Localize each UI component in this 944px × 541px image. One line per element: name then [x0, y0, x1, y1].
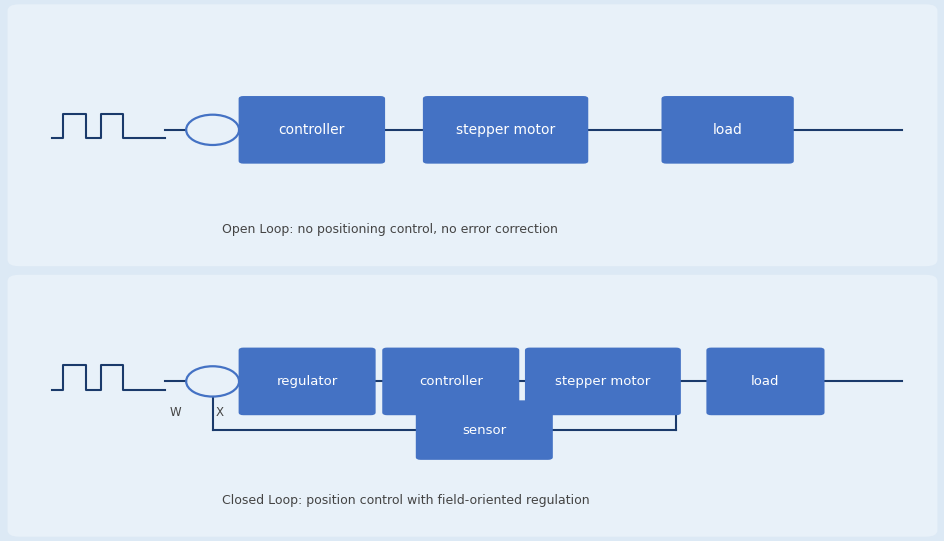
FancyBboxPatch shape: [238, 348, 376, 415]
Text: controller: controller: [418, 375, 482, 388]
Text: load: load: [750, 375, 779, 388]
Text: sensor: sensor: [462, 424, 506, 437]
Text: Open Loop: no positioning control, no error correction: Open Loop: no positioning control, no er…: [222, 223, 557, 236]
FancyBboxPatch shape: [8, 4, 936, 266]
Text: regulator: regulator: [277, 375, 337, 388]
Text: stepper motor: stepper motor: [455, 123, 555, 137]
Text: stepper motor: stepper motor: [555, 375, 649, 388]
Text: Closed Loop: position control with field-oriented regulation: Closed Loop: position control with field…: [222, 494, 589, 507]
FancyBboxPatch shape: [8, 275, 936, 537]
FancyBboxPatch shape: [415, 400, 552, 460]
Text: W: W: [170, 406, 181, 419]
FancyBboxPatch shape: [238, 96, 384, 163]
FancyBboxPatch shape: [524, 348, 680, 415]
FancyBboxPatch shape: [661, 96, 793, 163]
Text: controller: controller: [278, 123, 345, 137]
Text: load: load: [712, 123, 742, 137]
FancyBboxPatch shape: [422, 96, 587, 163]
Text: X: X: [215, 406, 223, 419]
FancyBboxPatch shape: [381, 348, 519, 415]
FancyBboxPatch shape: [705, 348, 823, 415]
